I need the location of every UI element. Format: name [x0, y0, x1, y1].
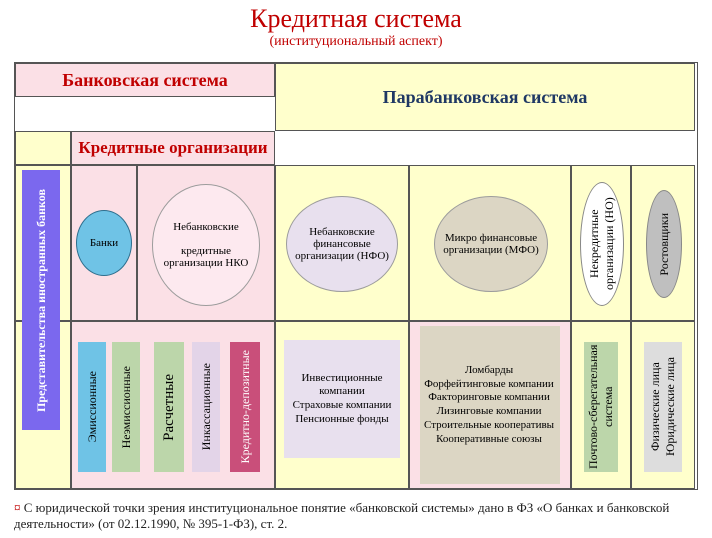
sub-3: Инкассационные [192, 342, 220, 472]
sub-3-label: Инкассационные [199, 363, 214, 450]
cell-no: Некредитные организации (НО) [571, 165, 631, 321]
ellipse-rost: Ростовщики [646, 190, 682, 298]
label-rost: Ростовщики [657, 213, 672, 276]
cell-no-box: Почтово-сберегательная система [571, 321, 631, 489]
ellipse-nfo: Небанковские финансовые организации (НФО… [286, 196, 398, 292]
header-credit-orgs: Кредитные организации [71, 131, 275, 165]
cell-nfo-list: Инвестиционные компании Страховые компан… [275, 321, 409, 489]
sub-2: Расчетные [154, 342, 184, 472]
sub-4-label: Кредитно-депозитные [238, 350, 253, 463]
cell-rost: Ростовщики [631, 165, 695, 321]
footnote-text: С юридической точки зрения институционал… [14, 500, 669, 531]
sub-2-label: Расчетные [161, 374, 178, 441]
left-rail-label: Представительства иностранных банков [34, 189, 49, 412]
cell-subs: Эмиссионные Неэмиссионные Расчетные Инка… [71, 321, 275, 489]
box-rost: Физические лица Юридические лица [644, 342, 682, 472]
label-mfo: Микро финансовые организации (МФО) [439, 232, 543, 256]
ellipse-nko: Небанковские кредитные организации НКО [152, 184, 260, 306]
sub-0-label: Эмиссионные [85, 371, 100, 442]
header-bank-system: Банковская система [15, 63, 275, 97]
mfo-list-text: Ломбарды Форфейтинговые компании Фактори… [420, 360, 558, 451]
ellipse-banks: Банки [76, 210, 132, 276]
sub-1: Неэмиссионные [112, 342, 140, 472]
sub-0: Эмиссионные [78, 342, 106, 472]
no-box-label: Почтово-сберегательная система [586, 342, 616, 472]
cell-mfo-list: Ломбарды Форфейтинговые компании Фактори… [409, 321, 571, 489]
footnote: ¤ С юридической точки зрения институцион… [14, 500, 698, 532]
cell-nko: Небанковские кредитные организации НКО [137, 165, 275, 321]
sub-row: Эмиссионные Неэмиссионные Расчетные Инка… [15, 321, 697, 489]
nfo-list-text: Инвестиционные компании Страховые компан… [284, 368, 400, 431]
box-no: Почтово-сберегательная система [584, 342, 618, 472]
sub-1-label: Неэмиссионные [119, 366, 134, 448]
page-subtitle: (институциональный аспект) [0, 34, 712, 50]
cell-mfo: Микро финансовые организации (МФО) [409, 165, 571, 321]
rost-box-label: Физические лица Юридические лица [648, 357, 678, 456]
label-banks: Банки [90, 237, 118, 249]
category-row: Банки Небанковские кредитные организации… [15, 165, 697, 321]
leftcol-top [15, 131, 71, 165]
cell-banks: Банки [71, 165, 137, 321]
box-nfo-list: Инвестиционные компании Страховые компан… [284, 340, 400, 458]
left-rail: Представительства иностранных банков [22, 170, 60, 430]
label-nfo: Небанковские финансовые организации (НФО… [291, 226, 393, 262]
ellipse-mfo: Микро финансовые организации (МФО) [434, 196, 548, 292]
cell-rost-box: Физические лица Юридические лица [631, 321, 695, 489]
label-no: Некредитные организации (НО) [587, 183, 617, 305]
header-para-system: Парабанковская система [275, 63, 695, 131]
box-mfo-list: Ломбарды Форфейтинговые компании Фактори… [420, 326, 560, 484]
cell-nfo: Небанковские финансовые организации (НФО… [275, 165, 409, 321]
label-nko: Небанковские кредитные организации НКО [157, 221, 255, 269]
ellipse-no: Некредитные организации (НО) [580, 182, 624, 306]
diagram-grid: Банковская система Парабанковская систем… [14, 62, 698, 490]
page-title: Кредитная система [0, 4, 712, 34]
sub-4: Кредитно-депозитные [230, 342, 260, 472]
